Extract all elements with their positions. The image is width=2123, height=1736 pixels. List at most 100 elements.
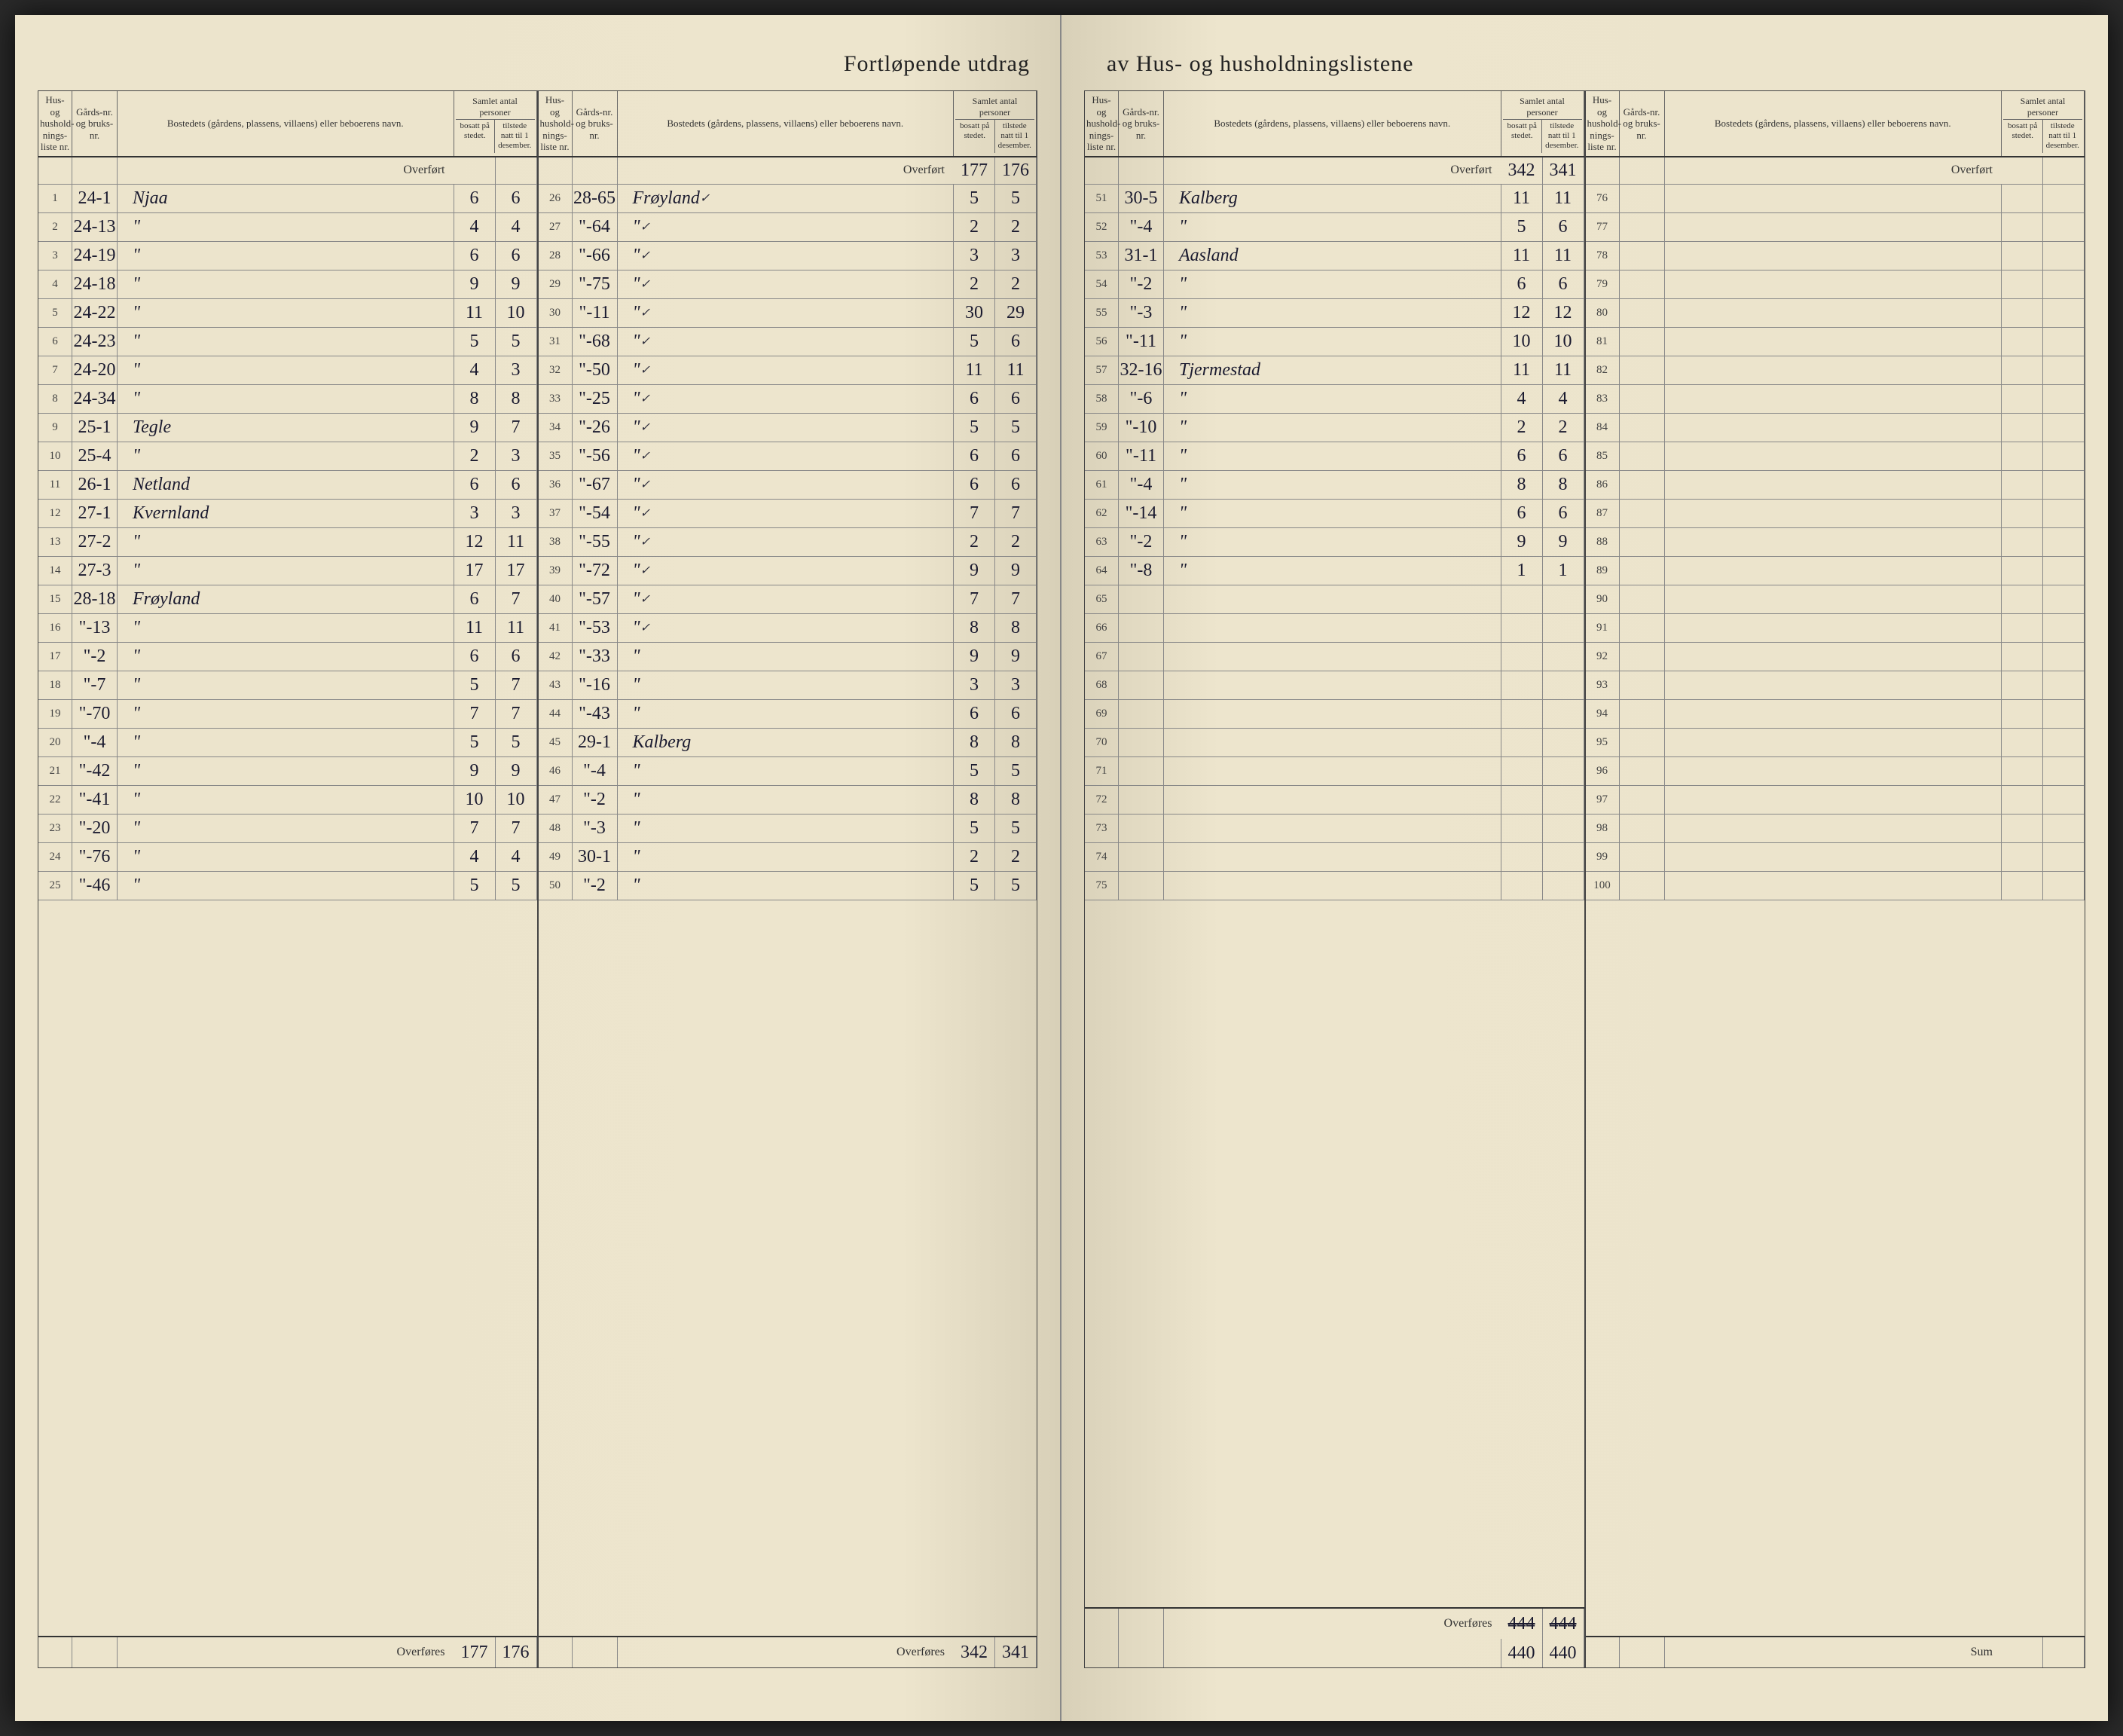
cell-tilstede: 6: [496, 242, 537, 270]
row-number: 95: [1586, 729, 1620, 756]
cell-tilstede: [2043, 213, 2085, 241]
cell-bosted-name: [1665, 213, 2002, 241]
body-rows: 76 77 78 79 80: [1586, 185, 2085, 1636]
cell-tilstede: [1543, 786, 1584, 814]
row-number: 83: [1586, 385, 1620, 413]
cell-gard: [1620, 614, 1665, 642]
cell-gard: [1620, 528, 1665, 556]
row-number: 38: [539, 528, 573, 556]
cell-bosted-name: [1164, 614, 1501, 642]
table-row: 29 "-75 " ✓ 2 2: [539, 270, 1037, 299]
cell-tilstede: 7: [995, 500, 1037, 527]
cell-tilstede: 6: [1543, 213, 1584, 241]
cell-tilstede: 6: [1543, 500, 1584, 527]
cell-gard: "-14: [1119, 500, 1164, 527]
row-number: 31: [539, 328, 573, 356]
col-block-1: Hus- og hushold-nings-liste nr. Gårds-nr…: [38, 90, 538, 1668]
cell-bosted-name: ": [1164, 270, 1501, 298]
cell-bosted-name: " ✓: [618, 270, 955, 298]
row-number: 70: [1085, 729, 1119, 756]
cell-bosatt: 1: [1501, 557, 1543, 585]
table-row: 28 "-66 " ✓ 3 3: [539, 242, 1037, 270]
cell-bosted-name: [1665, 500, 2002, 527]
cell-bosted-name: ": [618, 700, 955, 728]
cell-gard: 24-34: [72, 385, 118, 413]
cell-tilstede: 6: [1543, 442, 1584, 470]
table-row: 91: [1586, 614, 2085, 643]
row-number: 52: [1085, 213, 1119, 241]
cell-gard: "-42: [72, 757, 118, 785]
table-row: 53 31-1 Aasland 11 11: [1085, 242, 1584, 270]
cell-bosted-name: ": [118, 242, 454, 270]
cell-bosatt: 2: [954, 843, 995, 871]
overfores-tilstede: [2043, 1637, 2085, 1667]
body-rows: 51 30-5 Kalberg 11 11 52 "-4 " 5 6 53 31…: [1085, 185, 1584, 1607]
cell-bosted-name: ": [118, 700, 454, 728]
cell-bosatt: [2002, 471, 2043, 499]
row-number: 40: [539, 585, 573, 613]
cell-bosted-name: [1665, 385, 2002, 413]
cell-gard: "-2: [1119, 270, 1164, 298]
cell-tilstede: 3: [995, 242, 1037, 270]
cell-bosatt: [1501, 815, 1543, 842]
table-row: 47 "-2 " 8 8: [539, 786, 1037, 815]
cell-gard: "-76: [72, 843, 118, 871]
cell-tilstede: 8: [995, 729, 1037, 756]
cell-gard: [1119, 585, 1164, 613]
header-bosted: Bostedets (gårdens, plassens, villaens) …: [1164, 91, 1501, 156]
row-number: 77: [1586, 213, 1620, 241]
row-number: 26: [539, 185, 573, 212]
row-number: 41: [539, 614, 573, 642]
cell-bosted-name: ": [1164, 471, 1501, 499]
header-row: Hus- og hushold-nings-liste nr. Gårds-nr…: [539, 91, 1037, 157]
cell-tilstede: [2043, 442, 2085, 470]
cell-bosted-name: ": [618, 815, 955, 842]
cell-bosted-name: ": [118, 614, 454, 642]
cell-gard: [1620, 270, 1665, 298]
cell-gard: "-54: [573, 500, 618, 527]
cell-empty: [72, 157, 118, 184]
cell-bosatt: [2002, 643, 2043, 671]
cell-gard: [1620, 585, 1665, 613]
table-row: 1 24-1 Njaa 6 6: [38, 185, 537, 213]
cell-bosatt: 8: [954, 729, 995, 756]
row-number: 48: [539, 815, 573, 842]
row-number: 80: [1586, 299, 1620, 327]
cell-bosatt: 7: [954, 500, 995, 527]
overfort-tilstede: 176: [995, 157, 1037, 184]
row-number: 88: [1586, 528, 1620, 556]
table-row: 58 "-6 " 4 4: [1085, 385, 1584, 414]
cell-bosatt: [2002, 500, 2043, 527]
header-gard: Gårds-nr. og bruks-nr.: [573, 91, 618, 156]
cell-bosted-name: [1665, 471, 2002, 499]
cell-gard: "-41: [72, 786, 118, 814]
cell-bosted-name: Njaa: [118, 185, 454, 212]
cell-bosatt: [2002, 528, 2043, 556]
cell-gard: "-2: [72, 643, 118, 671]
cell-tilstede: 6: [995, 385, 1037, 413]
header-antal-top: Samlet antal personer: [2003, 94, 2082, 120]
cell-bosatt: [2002, 700, 2043, 728]
row-number: 34: [539, 414, 573, 442]
table-row: 98: [1586, 815, 2085, 843]
header-row: Hus- og hushold-nings-liste nr. Gårds-nr…: [38, 91, 537, 157]
cell-bosted-name: " ✓: [618, 385, 955, 413]
cell-bosatt: [2002, 414, 2043, 442]
check-mark: ✓: [640, 620, 650, 635]
cell-gard: [1620, 815, 1665, 842]
cell-tilstede: 3: [496, 442, 537, 470]
overfores-bosatt: 177: [454, 1637, 496, 1667]
cell-bosatt: [1501, 671, 1543, 699]
cell-gard: "-4: [1119, 213, 1164, 241]
check-mark: ✓: [640, 391, 650, 406]
cell-tilstede: 11: [496, 614, 537, 642]
cell-bosatt: [2002, 299, 2043, 327]
cell-gard: [1620, 242, 1665, 270]
ledger-book: Fortløpende utdrag Hus- og hushold-nings…: [15, 15, 2108, 1721]
table-row: 42 "-33 " 9 9: [539, 643, 1037, 671]
row-number: 43: [539, 671, 573, 699]
cell-tilstede: 5: [995, 872, 1037, 900]
row-number: 14: [38, 557, 72, 585]
row-number: 28: [539, 242, 573, 270]
check-mark: ✓: [640, 420, 650, 435]
